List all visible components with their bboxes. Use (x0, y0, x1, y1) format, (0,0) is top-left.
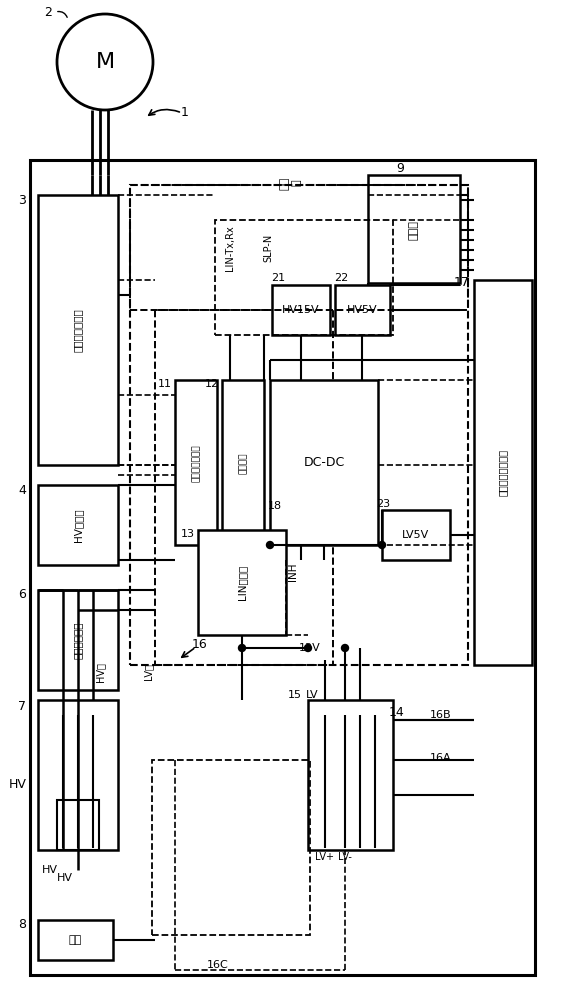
Text: 驱动: 驱动 (280, 176, 290, 190)
Bar (152, 760, 310, 935)
Text: 17: 17 (454, 276, 470, 290)
Text: HV侧: HV侧 (95, 662, 105, 682)
Text: 23: 23 (376, 499, 390, 509)
Text: LV-: LV- (338, 852, 352, 862)
Text: DC-DC: DC-DC (304, 456, 344, 470)
Text: 14: 14 (389, 706, 405, 720)
Text: 光耦合器: 光耦合器 (238, 452, 247, 474)
Text: HV: HV (9, 778, 27, 792)
Bar (38, 195, 118, 465)
Text: 滤波器电容器: 滤波器电容器 (73, 621, 83, 659)
Text: 器: 器 (292, 180, 302, 186)
Bar (57, 800, 99, 850)
Bar (198, 530, 286, 635)
Text: 18: 18 (268, 501, 282, 511)
Text: INH: INH (288, 563, 298, 581)
Text: 12: 12 (205, 379, 219, 389)
Bar (38, 920, 113, 960)
Text: HV传感器: HV传感器 (73, 508, 83, 542)
Bar (368, 175, 460, 283)
Text: 3: 3 (18, 194, 26, 207)
Circle shape (342, 645, 348, 652)
Text: 16C: 16C (207, 960, 229, 970)
Circle shape (305, 645, 311, 652)
Text: 15: 15 (288, 690, 302, 700)
Text: M: M (95, 52, 114, 72)
Text: HV: HV (42, 865, 58, 875)
Text: 22: 22 (334, 273, 348, 283)
Bar (38, 485, 118, 565)
Bar (272, 285, 330, 335)
Circle shape (379, 542, 385, 548)
Text: HV15V: HV15V (282, 305, 320, 315)
Bar (215, 220, 393, 335)
Text: 1: 1 (181, 105, 189, 118)
Text: 状态检测判定电路: 状态检测判定电路 (498, 450, 508, 496)
Bar (474, 280, 532, 665)
Bar (130, 185, 468, 310)
Text: LV: LV (306, 690, 318, 700)
Text: 控制器: 控制器 (409, 220, 419, 240)
Text: 8: 8 (18, 918, 26, 932)
Bar (30, 160, 535, 975)
Bar (222, 380, 264, 545)
Bar (308, 700, 393, 850)
Text: LV侧: LV侧 (143, 664, 153, 680)
Bar (175, 380, 217, 545)
Text: 9: 9 (396, 161, 404, 174)
Text: 配电: 配电 (68, 935, 81, 945)
Bar (270, 380, 378, 545)
Text: 2: 2 (44, 5, 52, 18)
Bar (130, 185, 468, 665)
Bar (38, 700, 118, 850)
Text: 13: 13 (181, 529, 195, 539)
Text: 逆变器输出电路: 逆变器输出电路 (73, 308, 83, 352)
Bar (335, 285, 390, 335)
Text: HV: HV (57, 873, 73, 883)
Text: 12V: 12V (299, 643, 321, 653)
Circle shape (266, 542, 274, 548)
Text: 16: 16 (192, 639, 208, 652)
Bar (382, 510, 450, 560)
Text: LV+: LV+ (315, 852, 334, 862)
Text: 21: 21 (271, 273, 285, 283)
Text: LIN-Tx,Rx: LIN-Tx,Rx (225, 225, 235, 271)
Text: 11: 11 (158, 379, 172, 389)
Bar (155, 310, 333, 665)
Text: SLP-N: SLP-N (263, 234, 273, 262)
Text: 双向数字隔离器: 双向数字隔离器 (191, 444, 200, 482)
Bar (38, 590, 118, 690)
Text: HV5V: HV5V (347, 305, 378, 315)
Text: 16A: 16A (430, 753, 452, 763)
Circle shape (238, 645, 246, 652)
Text: 7: 7 (18, 700, 26, 712)
Text: 4: 4 (18, 484, 26, 496)
Text: LV5V: LV5V (402, 530, 430, 540)
Text: 6: 6 (18, 588, 26, 601)
Text: 16B: 16B (430, 710, 452, 720)
Text: LIN收发机: LIN收发机 (237, 564, 247, 600)
